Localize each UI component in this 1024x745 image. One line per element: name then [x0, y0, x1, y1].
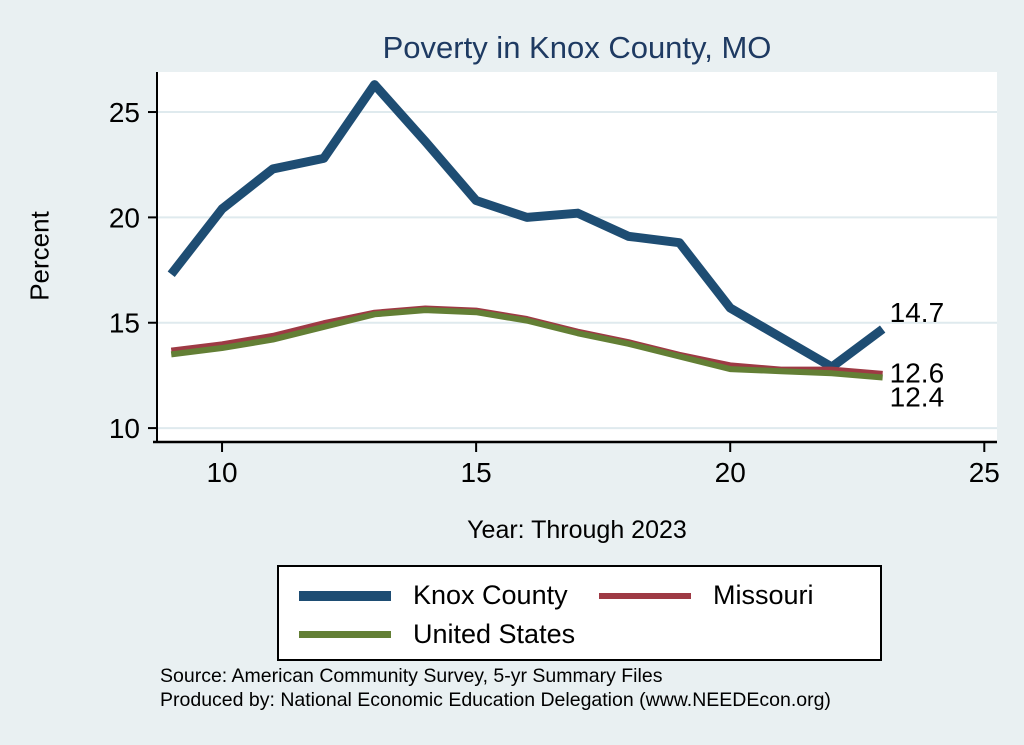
legend-item-missouri: Missouri — [599, 580, 860, 611]
legend-label-united-states: United States — [413, 619, 576, 649]
x-tick-label: 10 — [206, 457, 237, 488]
y-tick-label: 25 — [109, 97, 140, 128]
legend-swatch-knox-county — [299, 590, 391, 601]
x-tick-label: 25 — [969, 457, 1000, 488]
legend-label-knox-county: Knox County — [413, 580, 568, 610]
series-line-knox-county — [167, 80, 886, 372]
y-tick-label: 15 — [109, 308, 140, 339]
end-label-missouri: 12.6 — [890, 357, 945, 388]
legend-swatch-united-states — [299, 631, 391, 638]
legend-item-united-states: United States — [299, 619, 599, 650]
legend-item-knox-county: Knox County — [299, 580, 599, 611]
x-tick-label: 20 — [715, 457, 746, 488]
poverty-line-chart: 10 15 20 25 10 15 20 25 14.7 12.612.4 — [109, 72, 1000, 488]
x-axis-title: Year: Through 2023 — [467, 516, 687, 544]
footer-source-line: Source: American Community Survey, 5-yr … — [160, 665, 663, 687]
footer: Source: American Community Survey, 5-yr … — [160, 664, 831, 712]
legend-swatch-missouri — [599, 592, 691, 599]
x-tick-label: 15 — [461, 457, 492, 488]
y-tick-label: 20 — [109, 202, 140, 233]
y-axis-title: Percent — [24, 211, 55, 301]
y-tick-label: 10 — [109, 413, 140, 444]
end-label-united-states: 12.4 — [890, 382, 945, 413]
end-label-knox-county: 14.7 — [890, 297, 945, 328]
chart-title: Poverty in Knox County, MO — [382, 30, 772, 65]
footer-produced-by-line: Produced by: National Economic Education… — [160, 689, 831, 711]
series-line-united-states — [170, 307, 883, 381]
legend-label-missouri: Missouri — [713, 580, 814, 610]
legend: Knox County Missouri United States — [277, 565, 882, 661]
plot-area — [157, 72, 997, 442]
